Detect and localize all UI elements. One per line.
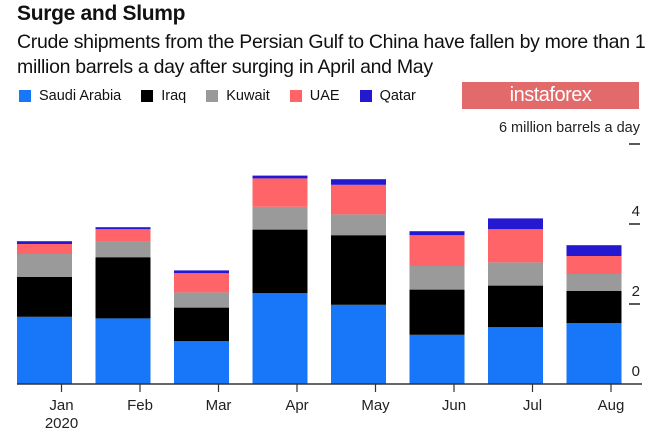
bar-segment-uae: [566, 256, 622, 274]
bar-segment-saudi-arabia: [331, 304, 386, 384]
bar-segment-iraq: [17, 276, 72, 317]
bar-segment-uae: [488, 229, 543, 263]
bar-segment-qatar: [566, 245, 622, 256]
bar-segment-iraq: [409, 289, 465, 335]
legend-item: Iraq: [141, 88, 186, 104]
chart-title: Surge and Slump: [17, 2, 186, 25]
bar-segment-uae: [331, 184, 386, 215]
bar-segment-saudi-arabia: [409, 334, 465, 384]
bar-segment-qatar: [331, 179, 386, 185]
legend-label: Saudi Arabia: [39, 88, 122, 104]
bar-segment-kuwait: [566, 274, 622, 291]
legend-label: Kuwait: [226, 88, 270, 104]
bar-segment-iraq: [252, 229, 308, 294]
x-tick-label: Apr: [285, 397, 308, 414]
bar-segment-iraq: [95, 257, 151, 319]
y-tick-label: 2: [632, 283, 640, 300]
bar-segment-saudi-arabia: [17, 316, 72, 384]
x-tick-label: Feb: [127, 397, 153, 414]
legend-label: Iraq: [161, 88, 187, 104]
legend-item: UAE: [289, 88, 340, 104]
bar-segment-qatar: [17, 241, 72, 244]
x-tick-label: Jun: [442, 397, 466, 414]
legend-item: Saudi Arabia: [19, 88, 121, 104]
bar-segment-iraq: [566, 290, 622, 324]
watermark-logo: instaforex: [462, 82, 639, 109]
bar-segment-uae: [252, 178, 308, 207]
legend-swatch: [289, 90, 302, 102]
x-tick-label: Jan: [49, 397, 73, 414]
bar-segment-saudi-arabia: [174, 341, 229, 384]
bar-segment-kuwait: [409, 266, 465, 290]
bar-segment-uae: [17, 244, 72, 254]
legend-label: Qatar: [379, 88, 416, 104]
bar-segment-iraq: [174, 307, 229, 342]
bar-segment-kuwait: [252, 206, 308, 230]
bar-segment-kuwait: [17, 254, 72, 277]
bar-segment-saudi-arabia: [95, 318, 151, 384]
legend-item: Kuwait: [206, 88, 270, 104]
bar-segment-saudi-arabia: [566, 323, 622, 384]
bar-segment-qatar: [409, 231, 465, 236]
bar-segment-qatar: [488, 218, 543, 230]
bar-segment-qatar: [174, 270, 229, 274]
bar-segment-kuwait: [331, 214, 386, 236]
y-tick-label: 4: [632, 203, 640, 220]
watermark-text: instaforex: [509, 84, 592, 106]
legend-label: UAE: [309, 88, 340, 104]
bar-segment-kuwait: [95, 241, 151, 258]
bar-segment-uae: [95, 229, 151, 242]
bar-segment-qatar: [95, 227, 151, 230]
bar-segment-iraq: [488, 285, 543, 328]
legend: Saudi Arabia Iraq Kuwait UAE Qatar: [19, 88, 436, 104]
y-axis-unit-label: 6 million barrels a day: [499, 120, 641, 136]
x-tick-label: May: [361, 397, 390, 414]
legend-swatch: [359, 90, 372, 102]
x-tick-label: Jul: [523, 397, 542, 414]
bar-segment-kuwait: [174, 292, 229, 308]
bar-segment-uae: [409, 235, 465, 266]
legend-item: Qatar: [359, 88, 416, 104]
bar-segment-uae: [174, 273, 229, 293]
chart-subtitle: Crude shipments from the Persian Gulf to…: [17, 31, 646, 78]
x-tick-label: Mar: [206, 397, 232, 414]
legend-swatch: [19, 90, 31, 102]
bar-segment-kuwait: [488, 262, 543, 286]
legend-swatch: [141, 90, 154, 102]
x-tick-label: Aug: [598, 397, 625, 414]
bar-segment-saudi-arabia: [252, 293, 308, 384]
bar-segment-qatar: [252, 175, 308, 179]
legend-swatch: [206, 90, 219, 102]
bar-segment-iraq: [331, 235, 386, 305]
x-tick-sublabel: 2020: [45, 415, 78, 431]
y-tick-label: 0: [632, 363, 640, 380]
bar-segment-saudi-arabia: [488, 327, 543, 384]
